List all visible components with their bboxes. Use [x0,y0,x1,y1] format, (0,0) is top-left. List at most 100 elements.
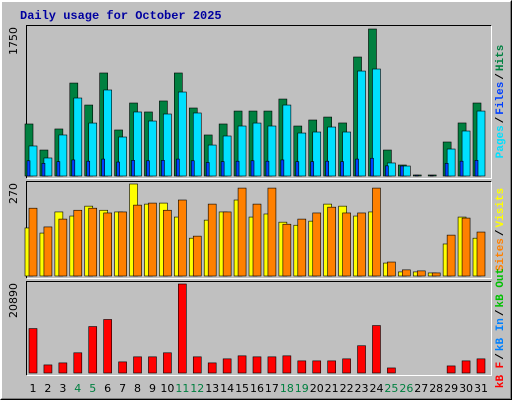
bar [282,223,292,277]
bar [118,136,127,177]
bar [26,160,31,177]
bar [297,360,307,374]
bar [222,358,232,374]
bar [297,132,307,177]
bar [267,125,277,177]
x-tick-label: 24 [369,382,383,395]
legend-separator: / [495,309,507,316]
bar [207,144,217,177]
bar [325,160,329,177]
legend: Pages/Files/Hits [495,45,507,159]
bar [474,160,479,177]
legend-separator: / [495,116,507,123]
panel-border [26,181,492,279]
bar [190,160,195,177]
x-tick-label: 17 [265,382,279,395]
bar [282,104,292,177]
bar [461,217,471,277]
bar [312,360,322,374]
legend-entry: Hits [495,45,507,71]
x-tick-label: 18 [280,382,294,395]
bar [431,272,441,277]
x-tick-label: 15 [235,382,249,395]
bar [131,160,135,177]
bar [41,163,46,177]
panel-border [26,281,492,376]
bar [148,120,157,177]
x-tick-label: 7 [119,382,126,395]
bar [340,161,344,177]
bar [461,130,471,177]
x-tick-label: 10 [160,382,174,395]
bar [118,361,127,374]
x-tick-label: 30 [459,382,473,395]
bar [252,122,262,177]
x-tick-label: 9 [149,382,156,395]
bar [103,319,112,374]
bar [327,360,336,374]
bar [459,160,464,177]
x-tick-label: 11 [175,382,189,395]
bar [446,148,456,177]
bar [43,226,53,277]
legend-entry: Visits [495,188,507,228]
bar [56,161,61,177]
bar [192,235,202,277]
bar [297,218,307,277]
bar [205,162,210,177]
legend: Sites /Visits [495,188,507,271]
bar [267,356,277,374]
bar [163,113,172,177]
x-tick-label: 21 [325,382,339,395]
bar [163,352,172,374]
x-tick-label: 13 [205,382,219,395]
y-tick-label: 1750 [7,27,20,55]
bar [295,161,300,177]
legend: kB F/kB In/kB Out [495,268,507,388]
bar [444,163,449,177]
bar [133,111,142,177]
legend-entry: kB In [495,318,507,351]
panel-border [26,25,492,179]
x-tick-label: 29 [444,382,458,395]
x-tick-label: 1 [30,382,37,395]
x-tick-label: 23 [355,382,369,395]
bar [222,135,232,177]
bar [192,356,202,374]
bar [237,187,247,277]
bar [372,187,381,277]
bar [101,158,105,177]
bar [73,97,83,177]
bar [163,209,172,277]
bar [387,261,396,277]
bar [178,91,187,177]
bar [414,174,419,177]
bar [237,125,247,177]
bar [342,358,351,374]
bar [476,358,486,374]
bar [71,159,76,177]
bar [222,211,232,277]
bar [178,283,187,374]
x-tick-label: 14 [220,382,234,395]
y-tick-label: 20890 [7,283,20,318]
bar [357,212,366,277]
bar [446,234,456,277]
legend-entry: kB F [495,362,507,388]
bar [73,209,83,277]
legend-separator: / [495,353,507,360]
panel-border [26,281,492,376]
bar [265,160,270,177]
x-tick-label: 19 [295,382,309,395]
x-tick-label: 3 [59,382,66,395]
bar [86,160,91,177]
y-tick-label: 270 [7,183,20,204]
bar [400,165,404,177]
bar [133,204,142,277]
legend-separator: / [495,73,507,80]
bar [88,326,98,374]
bar [220,161,225,177]
bar [357,70,366,177]
bar [402,269,411,277]
legend-entry: Pages [495,125,507,158]
